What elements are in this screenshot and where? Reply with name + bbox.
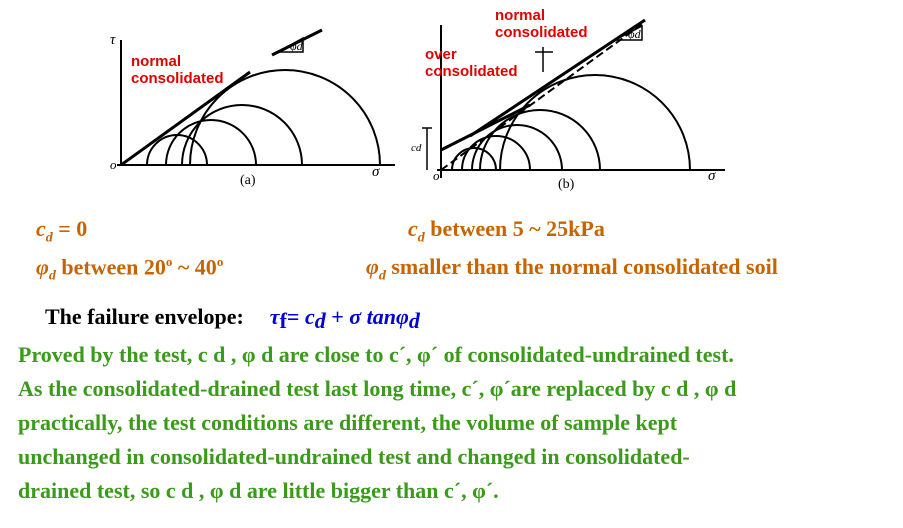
diagram-b-slope-triangle xyxy=(614,24,643,41)
diagram-b-annotation-normal-line1: normal xyxy=(495,7,546,24)
diagram-a-failure-envelope xyxy=(120,70,251,167)
left-cd-symbol: c xyxy=(36,216,46,241)
paragraph-line-3: practically, the test conditions are dif… xyxy=(18,410,678,435)
diagram-a-caption: (a) xyxy=(240,173,256,188)
diagram-b-intercept-label: cd xyxy=(411,142,422,154)
diagram-a-circle-2 xyxy=(165,119,257,166)
left-cd-line: cd = 0 xyxy=(36,216,87,246)
left-phi-degree-2: o xyxy=(216,254,224,269)
diagram-a-annotation-line2: consolidated xyxy=(131,70,224,87)
envelope-sigma-tan: σ tanφ xyxy=(349,304,409,329)
diagram-b-origin-label: o xyxy=(433,168,440,183)
diagram-a-circle-4 xyxy=(189,69,381,166)
left-cd-value: = 0 xyxy=(52,216,88,241)
diagram-b-annotation-normal-line2: consolidated xyxy=(495,24,588,41)
failure-envelope-line: The failure envelope: τf= cd + σ tanφd xyxy=(45,304,420,334)
right-phi-symbol: φ xyxy=(366,254,379,279)
left-phi-symbol: φ xyxy=(36,254,49,280)
envelope-tau-subscript: f xyxy=(279,308,287,334)
left-phi-mid: ~ 40 xyxy=(172,254,217,280)
diagram-a-axis-y-label: τ xyxy=(110,32,116,48)
diagram-b-annotation-over: over consolidated xyxy=(425,46,518,80)
left-cd-subscript: d xyxy=(45,230,53,246)
diagram-b-axis-x-label: σ xyxy=(708,168,716,184)
diagram-b-circle-4 xyxy=(479,109,601,171)
envelope-c-subscript: d xyxy=(314,308,326,334)
diagram-a-origin-label: o xyxy=(110,157,117,172)
left-phi-degree-1: o xyxy=(165,254,173,269)
explanation-paragraph: Proved by the test, c d , φ d are close … xyxy=(18,338,736,508)
diagram-a-slope-label: φd xyxy=(290,39,303,53)
right-phi-line: φd smaller than the normal consolidated … xyxy=(366,254,778,284)
failure-envelope-label: The failure envelope: xyxy=(45,304,244,329)
diagram-b-circle-2 xyxy=(461,135,531,171)
right-cd-symbol: c xyxy=(408,216,418,241)
left-phi-subscript: d xyxy=(48,268,56,284)
diagram-b-circle-3 xyxy=(471,124,563,171)
envelope-plus: + xyxy=(325,304,350,329)
paragraph-line-2: As the consolidated-drained test last lo… xyxy=(18,376,737,401)
diagram-a-circle-3 xyxy=(181,104,303,166)
diagram-b-annotation-normal: normal consolidated xyxy=(495,7,588,41)
diagram-b-normal-envelope xyxy=(440,21,646,171)
diagram-a-slope-triangle xyxy=(275,36,304,53)
diagram-a-annotation-line1: normal xyxy=(131,53,182,70)
envelope-equals: = xyxy=(286,304,305,329)
diagram-b-annotation-over-line2: consolidated xyxy=(425,63,518,80)
envelope-tau: τ xyxy=(269,304,280,329)
paragraph-line-4: unchanged in consolidated-undrained test… xyxy=(18,444,690,469)
right-cd-text: between 5 ~ 25kPa xyxy=(424,216,605,241)
mohr-diagram-a xyxy=(117,18,725,178)
envelope-phi-subscript: d xyxy=(408,308,420,334)
left-phi-text: between 20 xyxy=(55,254,166,280)
paragraph-line-5: drained test, so c d , φ d are little bi… xyxy=(18,478,499,503)
right-cd-line: cd between 5 ~ 25kPa xyxy=(408,216,605,246)
diagram-a-annotation: normal consolidated xyxy=(131,53,224,87)
diagram-b-slope-label: φd xyxy=(628,27,641,41)
diagram-a-axis-x-label: σ xyxy=(372,164,380,180)
right-cd-subscript: d xyxy=(417,230,425,246)
diagram-b-annotation-over-line1: over xyxy=(425,46,457,63)
diagram-b-circle-5 xyxy=(499,74,691,171)
diagram-b-caption: (b) xyxy=(558,177,575,192)
left-phi-line: φd between 20o ~ 40o xyxy=(36,254,223,285)
right-phi-text: smaller than the normal consolidated soi… xyxy=(385,254,778,279)
envelope-c: c xyxy=(304,304,315,329)
paragraph-line-1: Proved by the test, c d , φ d are close … xyxy=(18,342,734,367)
right-phi-subscript: d xyxy=(378,268,386,284)
